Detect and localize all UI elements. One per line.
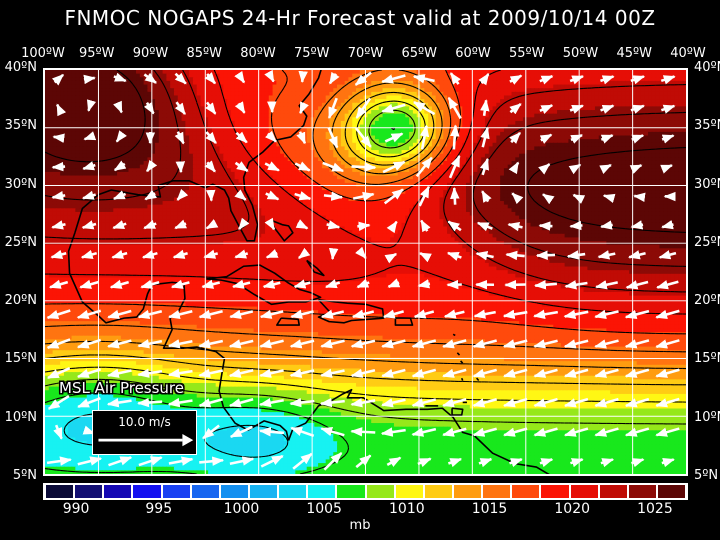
pressure-field-svg: [45, 70, 686, 474]
colorbar-swatch-9[interactable]: [307, 485, 337, 498]
lat-tick-left-4: 20ºN: [0, 293, 37, 308]
lon-tick-3: 85ºW: [178, 46, 230, 61]
lat-tick-left-7: 5ºN: [0, 468, 37, 483]
page-title: FNMOC NOGAPS 24-Hr Forecast valid at 200…: [0, 6, 720, 30]
lat-tick-left-0: 40ºN: [0, 60, 37, 75]
lon-tick-4: 80ºW: [232, 46, 284, 61]
colorbar-swatch-5[interactable]: [190, 485, 220, 498]
colorbar-swatch-14[interactable]: [452, 485, 483, 498]
colorbar-swatch-12[interactable]: [394, 485, 424, 498]
colorbar-swatch-1[interactable]: [74, 485, 104, 498]
lon-tick-11: 45ºW: [608, 46, 660, 61]
lon-tick-0: 100ºW: [17, 46, 69, 61]
colorbar-tick-4: 1010: [377, 501, 437, 517]
colorbar-tick-7: 1025: [625, 501, 685, 517]
lat-tick-right-5: 15ºN: [694, 351, 720, 366]
colorbar-swatch-17[interactable]: [540, 485, 570, 498]
colorbar-swatch-18[interactable]: [569, 485, 599, 498]
colorbar-unit-label: mb: [0, 518, 720, 533]
colorbar-tick-5: 1015: [460, 501, 520, 517]
wind-key-arrow: [93, 432, 196, 448]
lat-tick-left-6: 10ºN: [0, 410, 37, 425]
pressure-colorbar[interactable]: [43, 483, 688, 500]
lon-tick-5: 75ºW: [286, 46, 338, 61]
wind-vector-arrows: [46, 70, 680, 471]
lon-tick-1: 95ºW: [71, 46, 123, 61]
lat-tick-right-0: 40ºN: [694, 60, 720, 75]
field-label: MSL Air Pressure: [59, 379, 184, 397]
lon-tick-6: 70ºW: [340, 46, 392, 61]
lat-tick-left-3: 25ºN: [0, 235, 37, 250]
colorbar-swatch-3[interactable]: [132, 485, 162, 498]
colorbar-swatch-2[interactable]: [103, 485, 133, 498]
lon-tick-10: 50ºW: [555, 46, 607, 61]
colorbar-swatch-10[interactable]: [336, 485, 366, 498]
lon-tick-12: 40ºW: [662, 46, 714, 61]
colorbar-swatch-4[interactable]: [161, 485, 191, 498]
colorbar-swatch-21[interactable]: [656, 485, 687, 498]
lat-tick-left-5: 15ºN: [0, 351, 37, 366]
colorbar-tick-1: 995: [129, 501, 189, 517]
map-plot-area[interactable]: MSL Air Pressure 10.0 m/s: [43, 68, 688, 476]
lat-tick-right-6: 10ºN: [694, 410, 720, 425]
colorbar-swatch-19[interactable]: [598, 485, 628, 498]
colorbar-swatch-0[interactable]: [45, 485, 75, 498]
colorbar-swatch-20[interactable]: [627, 485, 657, 498]
lat-tick-right-2: 30ºN: [694, 177, 720, 192]
colorbar-swatch-13[interactable]: [423, 485, 453, 498]
colorbar-swatch-15[interactable]: [482, 485, 512, 498]
lat-tick-right-4: 20ºN: [694, 293, 720, 308]
lat-tick-left-1: 35ºN: [0, 118, 37, 133]
lat-tick-left-2: 30ºN: [0, 177, 37, 192]
colorbar-swatch-8[interactable]: [278, 485, 308, 498]
colorbar-tick-3: 1005: [294, 501, 354, 517]
wind-key-value: 10.0 m/s: [93, 415, 196, 429]
colorbar-swatch-7[interactable]: [248, 485, 279, 498]
colorbar-tick-6: 1020: [542, 501, 602, 517]
colorbar-tick-2: 1000: [211, 501, 271, 517]
lat-tick-right-7: 5ºN: [694, 468, 720, 483]
lat-tick-right-1: 35ºN: [694, 118, 720, 133]
lon-tick-2: 90ºW: [125, 46, 177, 61]
colorbar-tick-0: 990: [46, 501, 106, 517]
lat-tick-right-3: 25ºN: [694, 235, 720, 250]
lon-tick-9: 55ºW: [501, 46, 553, 61]
colorbar-swatch-11[interactable]: [365, 485, 395, 498]
lon-tick-8: 60ºW: [447, 46, 499, 61]
wind-scale-key: 10.0 m/s: [92, 410, 197, 455]
colorbar-swatch-6[interactable]: [219, 485, 249, 498]
lon-tick-7: 65ºW: [393, 46, 445, 61]
colorbar-swatch-16[interactable]: [511, 485, 541, 498]
